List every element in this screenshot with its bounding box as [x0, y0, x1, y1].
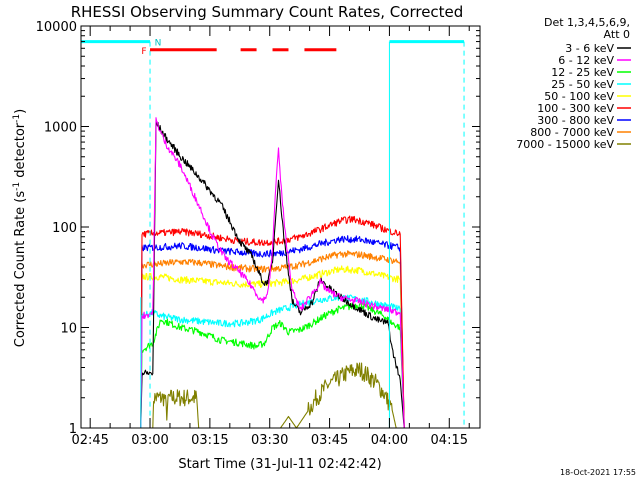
legend-label-2: 12 - 25 keV: [551, 66, 614, 79]
x-tick-label-0: 02:45: [71, 433, 108, 448]
y-tick-label-4: 10000: [36, 20, 77, 35]
series-line-4: [140, 265, 405, 429]
x-tick-label-6: 04:15: [431, 433, 468, 448]
axes: 1 10 100 1000 10000 02:45 03:00 03:15 03:30 03:45…: [36, 20, 481, 448]
x-tick-label-2: 03:15: [191, 433, 228, 448]
observing-markers: NF: [81, 39, 465, 428]
y-tick-label-3: 1000: [44, 121, 77, 136]
series-line-1: [140, 117, 405, 429]
y-tick-label-0: 1: [69, 422, 77, 437]
x-tick-label-4: 03:45: [311, 433, 348, 448]
y-axis-label-end: ): [13, 109, 28, 114]
y-axis-label-exponent-2: -1: [12, 114, 22, 123]
legend-header-line-1: Det 1,3,4,5,6,9,: [544, 16, 630, 29]
y-tick-label-2: 100: [52, 221, 77, 236]
plot-area: [140, 117, 405, 429]
legend-label-5: 100 - 300 keV: [537, 102, 614, 115]
legend-label-3: 25 - 50 keV: [551, 78, 614, 91]
x-tick-label-3: 03:30: [251, 433, 288, 448]
legend-label-6: 300 - 800 keV: [537, 114, 614, 127]
legend-label-0: 3 - 6 keV: [565, 42, 614, 55]
y-axis-label-exponent: -1: [12, 182, 22, 191]
x-axis-label: Start Time (31-Jul-11 02:42:42): [178, 457, 381, 472]
generation-timestamp: 18-Oct-2021 17:55: [560, 468, 636, 477]
y-tick-label-1: 10: [60, 322, 77, 337]
y-axis-label-start: Corrected Count Rate (s: [13, 191, 28, 348]
n-marker-label: N: [155, 39, 162, 49]
chart-title: RHESSI Observing Summary Count Rates, Co…: [71, 3, 464, 21]
legend-label-1: 6 - 12 keV: [558, 54, 614, 67]
legend-label-4: 50 - 100 keV: [544, 90, 614, 103]
legend-label-8: 7000 - 15000 keV: [516, 138, 614, 151]
f-marker-label: F: [141, 47, 146, 57]
y-axis-label-middle: detector: [13, 122, 28, 182]
series-line-7: [140, 250, 405, 429]
x-tick-label-1: 03:00: [131, 433, 168, 448]
legend-label-7: 800 - 7000 keV: [530, 126, 614, 139]
x-tick-label-5: 04:00: [371, 433, 408, 448]
y-axis-label: Corrected Count Rate (s-1 detector-1): [12, 109, 28, 347]
series-line-0: [140, 121, 405, 429]
legend-header-line-2: Att 0: [604, 28, 630, 41]
